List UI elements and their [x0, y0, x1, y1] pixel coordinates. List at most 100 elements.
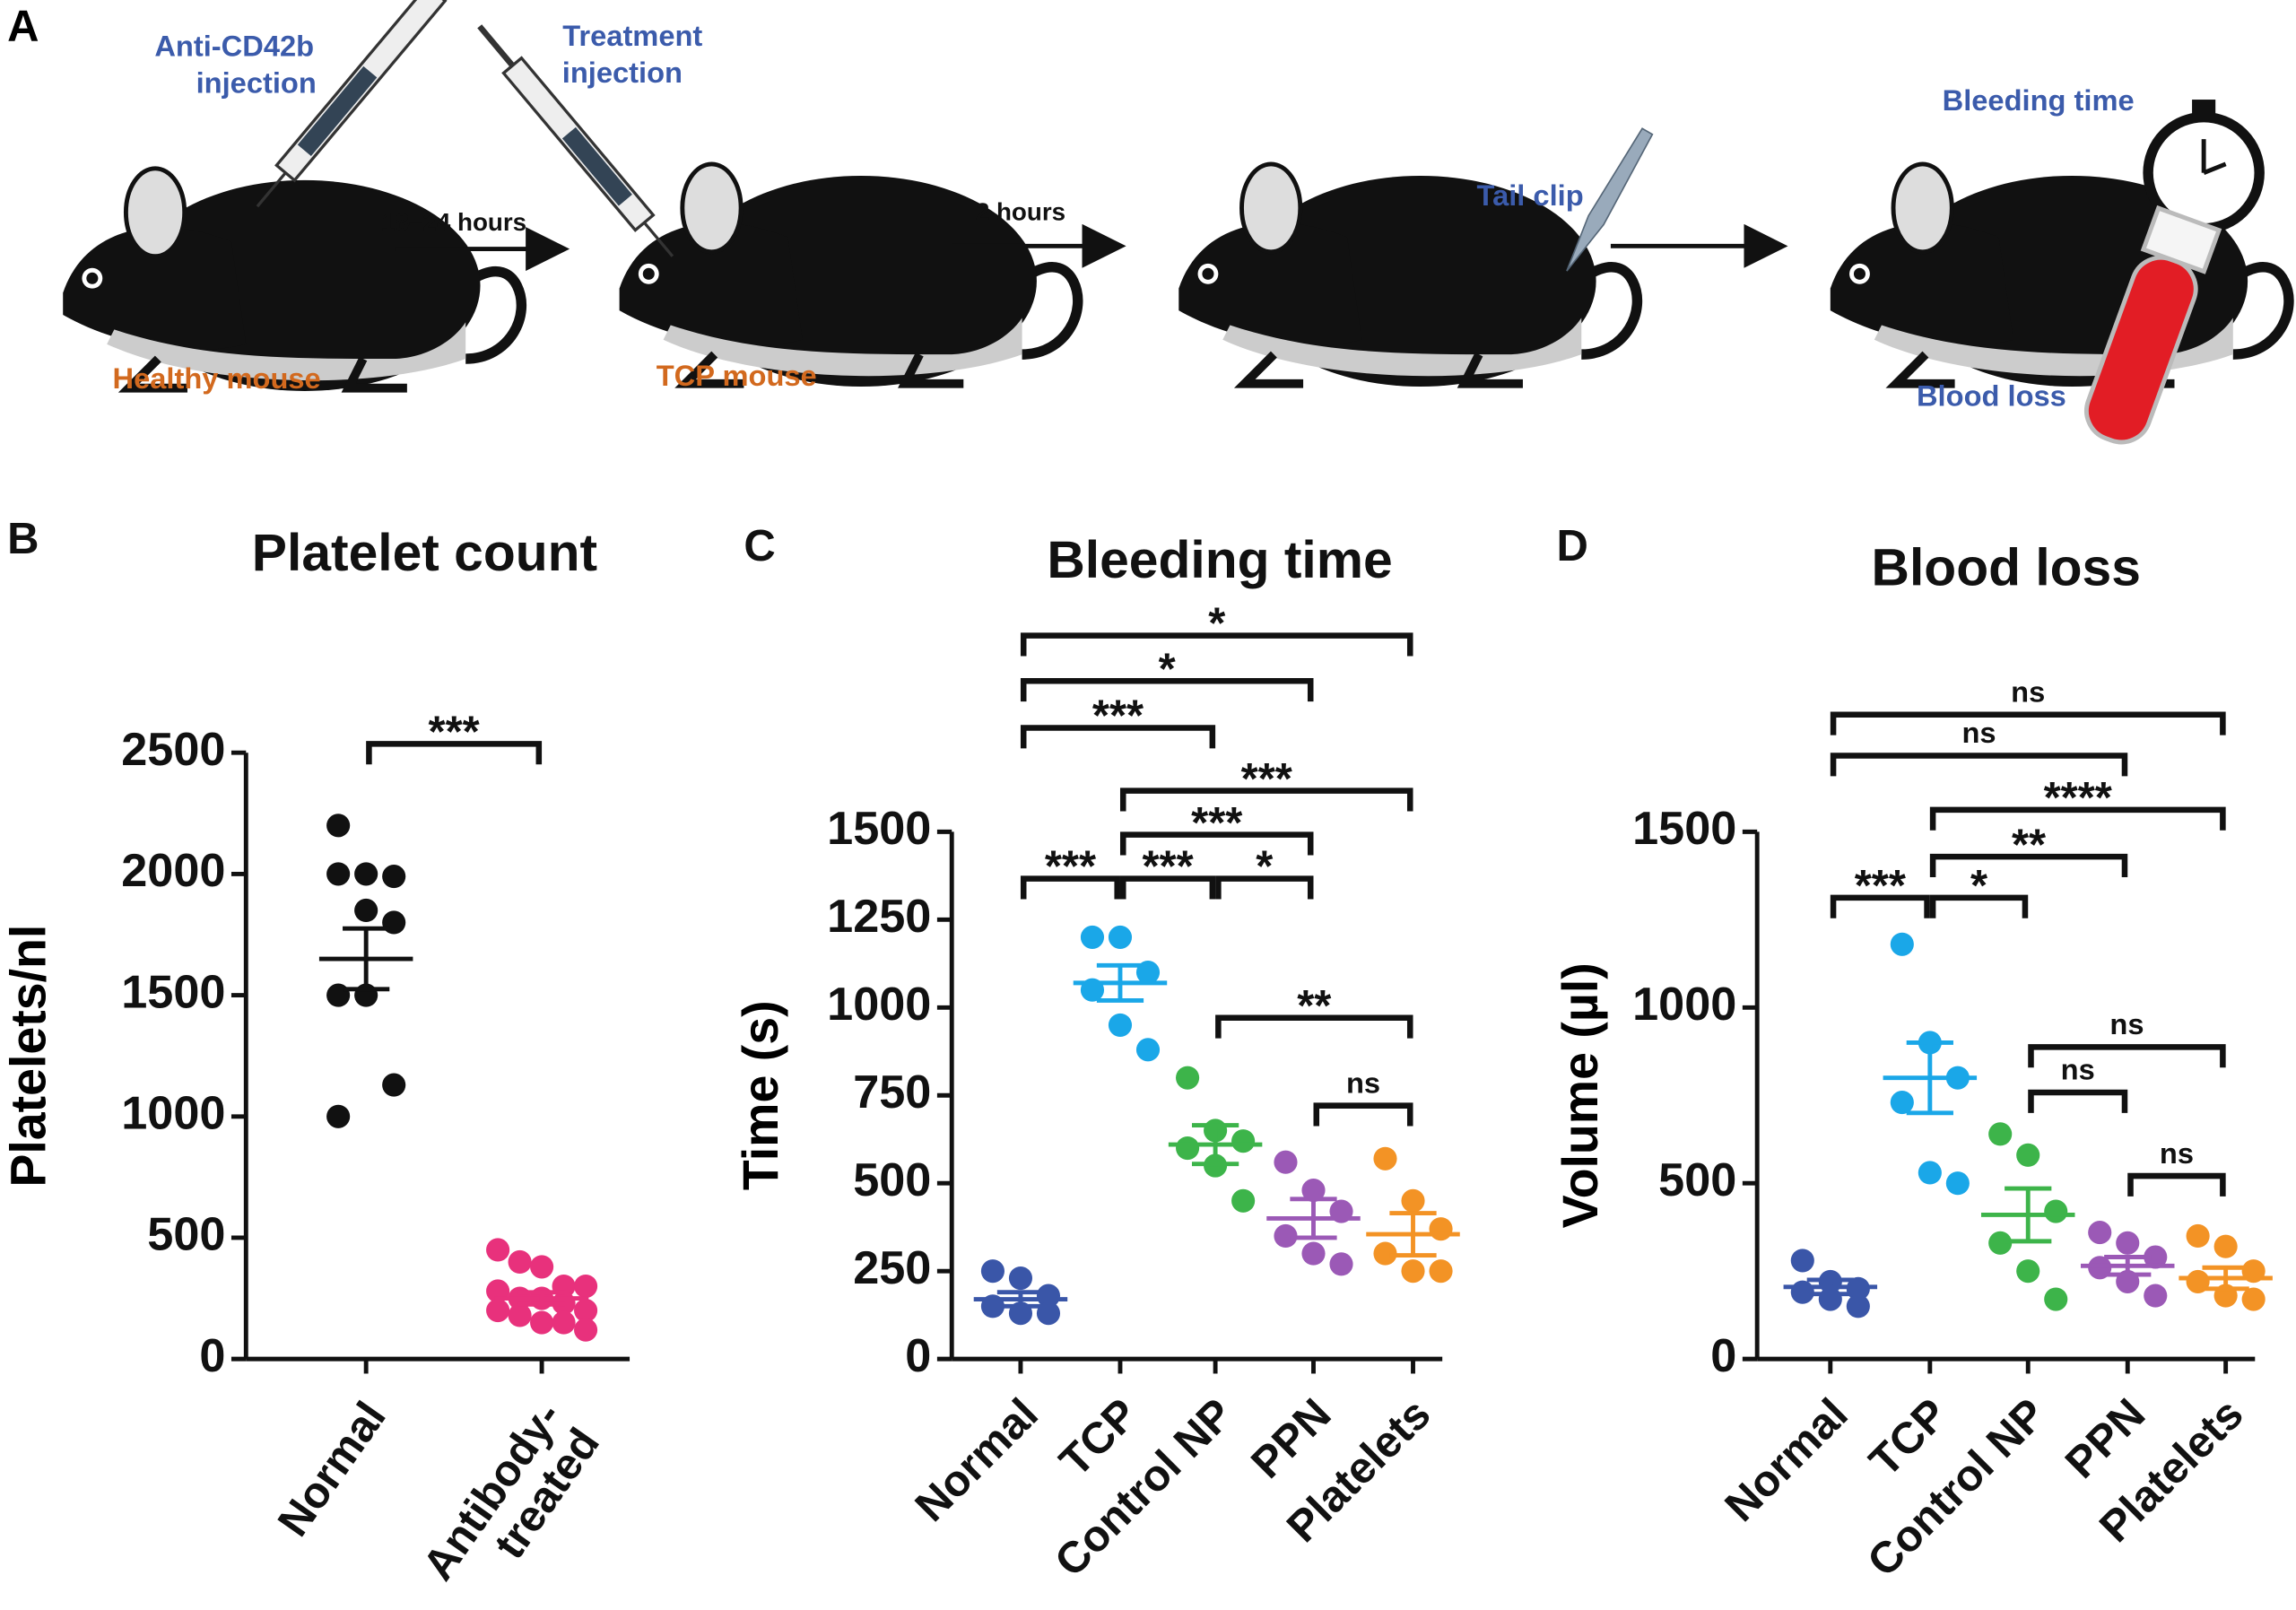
significance-label: ***: [1142, 843, 1194, 892]
significance-label: ns: [2011, 675, 2045, 709]
data-point: [2213, 1234, 2238, 1258]
data-point: [486, 1298, 510, 1323]
significance-label: *: [1256, 843, 1274, 892]
y-axis-label: Platelets/nl: [1, 925, 57, 1188]
x-tick-label: Control NP: [1858, 1389, 2055, 1586]
y-tick-label: 500: [147, 1209, 225, 1261]
error-bar: [996, 1290, 1045, 1309]
y-tick-label: 1000: [1632, 979, 1736, 1031]
data-point: [1135, 1038, 1161, 1062]
data-point: [2088, 1221, 2112, 1245]
chart-title: Bleeding time: [1047, 531, 1392, 589]
data-point: [1401, 1259, 1425, 1284]
scalpel: [1566, 127, 1654, 272]
significance-label: *: [1159, 645, 1177, 693]
annotation: Anti-CD42b: [154, 30, 314, 63]
significance-bracket: [1119, 788, 1413, 812]
significance-bracket: [2028, 1089, 2128, 1113]
data-point: [1988, 1122, 2013, 1146]
x-tick-label: Normal: [906, 1389, 1047, 1530]
significance-label: ns: [2109, 1007, 2144, 1040]
significance-label: ns: [1346, 1066, 1380, 1099]
data-point: [486, 1238, 510, 1262]
mouse: [63, 169, 521, 391]
data-point: [508, 1303, 532, 1327]
data-point: [2016, 1143, 2040, 1167]
y-tick-label: 500: [1658, 1154, 1736, 1206]
data-point: [2144, 1245, 2168, 1269]
significance-bracket: [1215, 875, 1314, 900]
y-tick-label: 250: [853, 1242, 931, 1294]
error-bar: [1096, 962, 1144, 1003]
chart-title: Platelet count: [252, 524, 597, 582]
stopwatch: [2143, 100, 2265, 234]
chart-title: Blood loss: [1872, 538, 2141, 596]
significance-label: ns: [1961, 716, 1996, 749]
data-point: [1274, 1150, 1298, 1174]
significance-label: ns: [2061, 1053, 2095, 1086]
data-point: [1301, 1178, 1326, 1203]
significance-label: *: [1970, 862, 1988, 910]
data-point: [1301, 1241, 1326, 1266]
panel-label: B: [7, 515, 39, 563]
significance-bracket: [2127, 1172, 2226, 1197]
mouse-label: Healthy mouse: [113, 361, 321, 395]
significance-bracket: [1119, 875, 1216, 900]
data-point: [1080, 925, 1105, 949]
significance-bracket: [1215, 1014, 1413, 1039]
data-point: [552, 1310, 576, 1335]
data-point: [1373, 1241, 1397, 1266]
data-point: [530, 1255, 554, 1279]
annotation: Tail clip: [1477, 178, 1584, 212]
interval-label: 18–24 hours: [381, 208, 526, 236]
mouse-label: TCP mouse: [657, 359, 817, 392]
data-point: [1176, 1136, 1200, 1161]
y-tick-label: 2500: [121, 724, 225, 776]
y-tick-label: 0: [1710, 1330, 1736, 1382]
y-tick-label: 1500: [827, 803, 931, 855]
error-bar: [343, 926, 390, 992]
significance-label: **: [2012, 821, 2047, 869]
x-tick-label: Normal: [1716, 1389, 1857, 1530]
data-point: [1008, 1266, 1033, 1291]
y-tick-label: 0: [199, 1330, 225, 1382]
y-tick-label: 1000: [827, 979, 931, 1031]
data-point: [1329, 1252, 1353, 1276]
panel-label: C: [744, 522, 775, 570]
data-point: [1890, 1091, 1914, 1115]
data-point: [326, 862, 351, 886]
annotation: Blood loss: [1917, 379, 2066, 413]
y-tick-label: 1000: [121, 1088, 225, 1140]
error-bar: [1191, 1123, 1239, 1167]
data-point: [1373, 1146, 1397, 1171]
data-point: [354, 898, 378, 923]
data-point: [980, 1259, 1004, 1284]
significance-label: ***: [1191, 799, 1243, 848]
data-point: [326, 814, 351, 838]
data-point: [354, 862, 378, 886]
significance-bracket: [1929, 853, 2128, 877]
significance-bracket: [1929, 806, 2226, 831]
error-bar: [1906, 1040, 1953, 1116]
significance-bracket: [1929, 894, 2029, 918]
data-point: [1401, 1188, 1425, 1213]
significance-bracket: [366, 741, 543, 765]
y-tick-label: 1500: [1632, 803, 1736, 855]
y-tick-label: 500: [853, 1154, 931, 1206]
data-point: [1890, 932, 1914, 956]
y-tick-label: 0: [905, 1330, 931, 1382]
y-axis-label: Volume (µl): [1552, 962, 1608, 1228]
annotation: injection: [562, 56, 683, 89]
data-point: [574, 1274, 598, 1299]
annotation: injection: [196, 65, 317, 99]
x-tick-label: Normal: [269, 1393, 396, 1545]
data-point: [1176, 1066, 1200, 1090]
significance-label: ***: [1855, 862, 1907, 910]
data-point: [2044, 1287, 2068, 1311]
data-point: [574, 1318, 598, 1342]
error-bar: [2104, 1255, 2152, 1277]
annotation: Bleeding time: [1943, 83, 2135, 117]
data-point: [2016, 1259, 2040, 1284]
annotation: Treatment: [562, 19, 702, 52]
